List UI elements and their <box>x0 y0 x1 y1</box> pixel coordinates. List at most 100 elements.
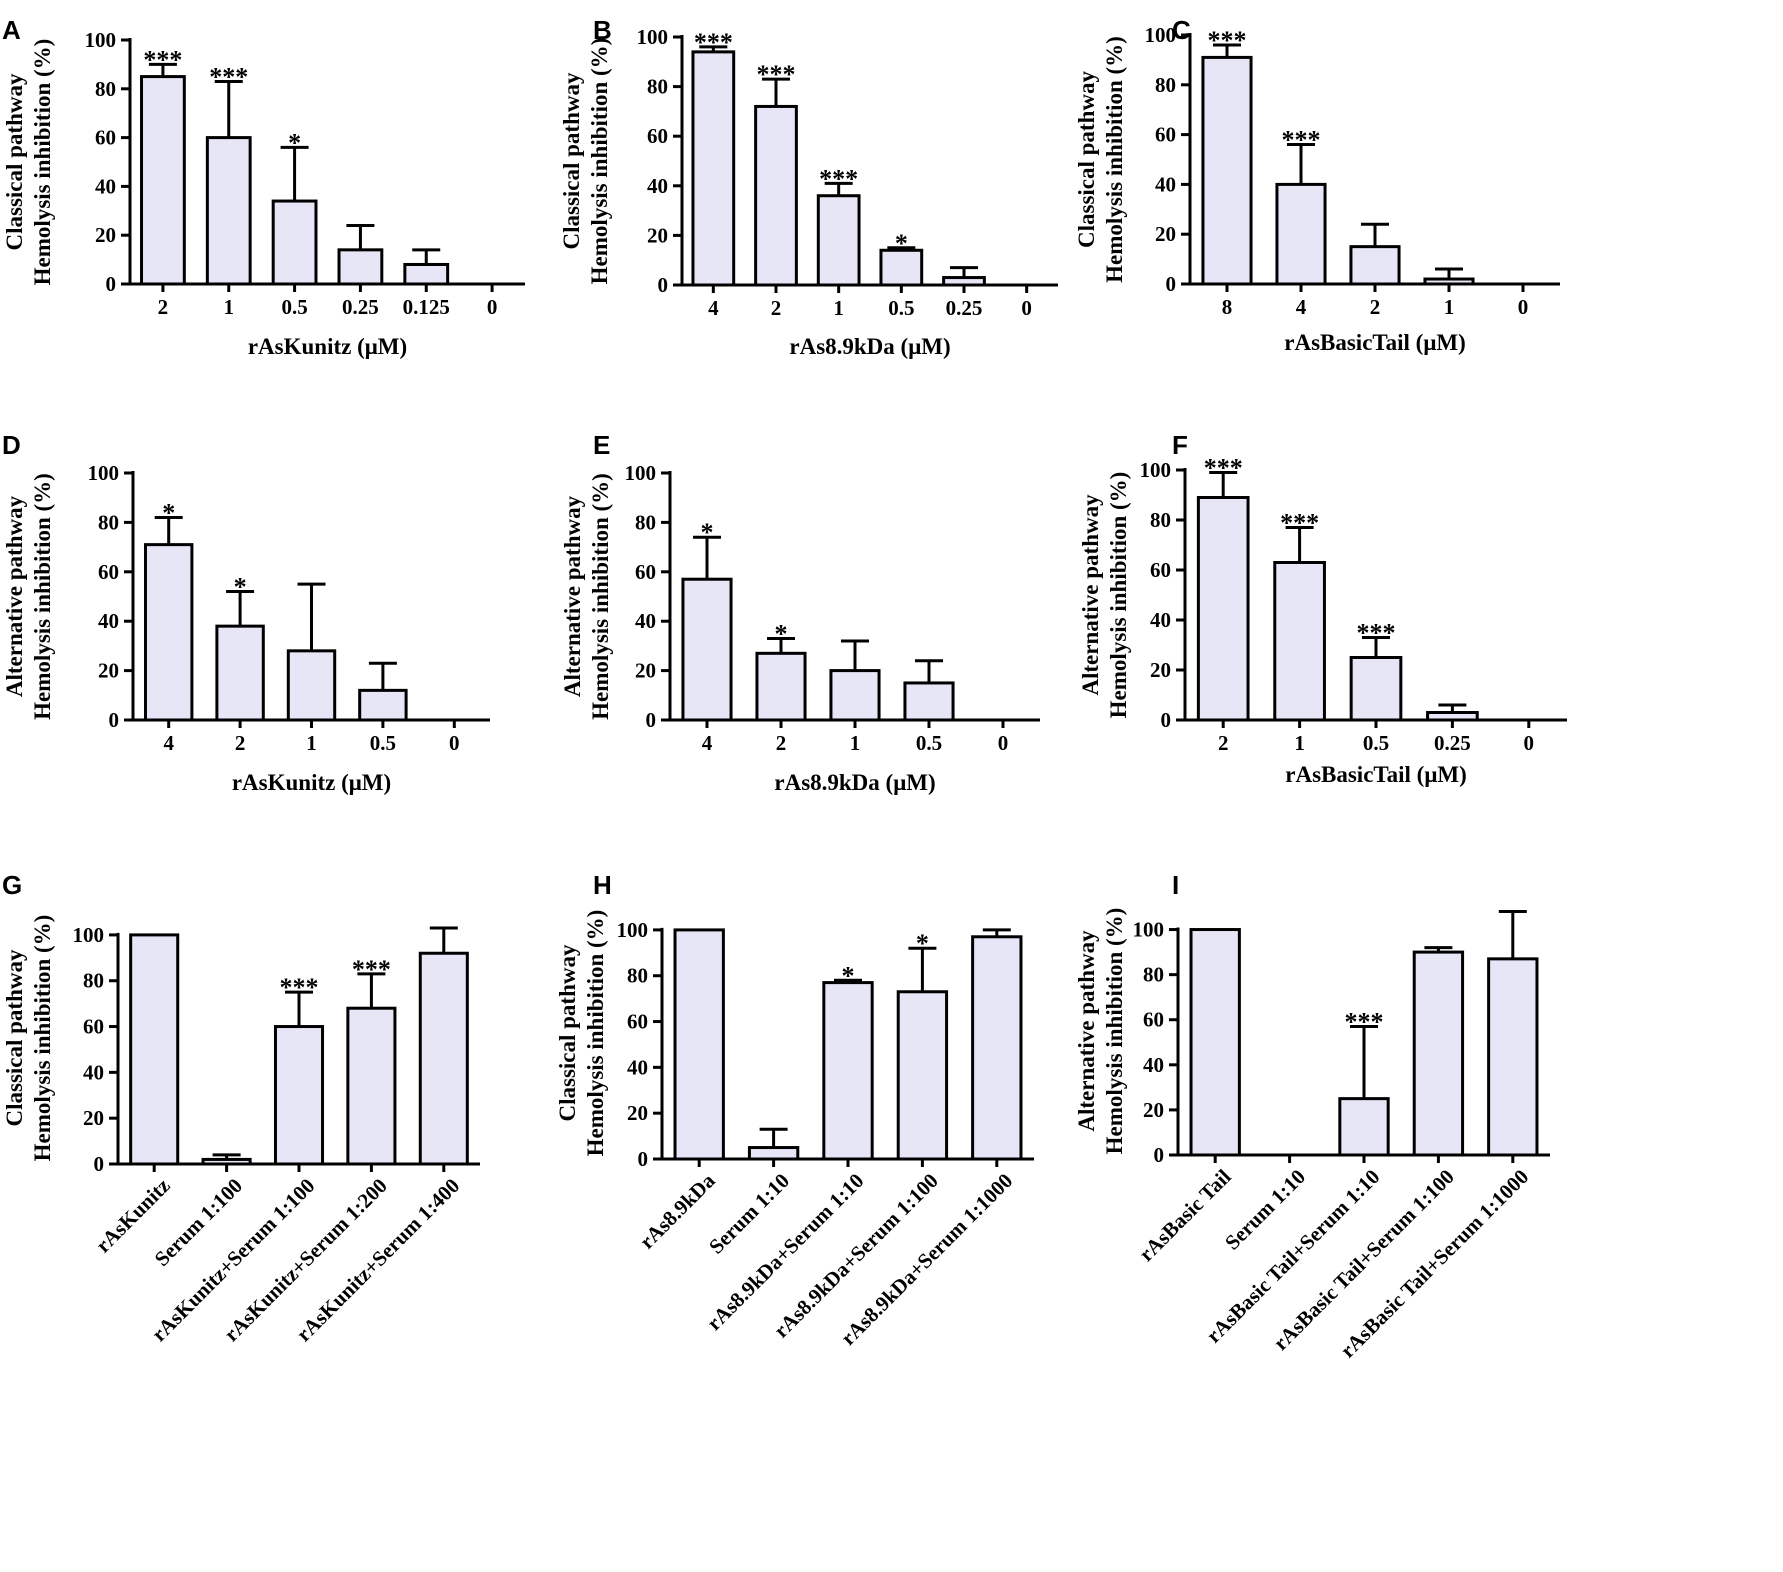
y-axis-title-line: Classical pathway <box>2 73 27 250</box>
chart-panel-h: H 0 20 40 60 80 100 Classical pathway Hemolysis … <box>555 870 1034 1350</box>
y-tick-label: 40 <box>83 1060 104 1084</box>
y-tick-label: 0 <box>658 273 669 297</box>
y-tick-label: 100 <box>625 461 657 485</box>
significance-marker: *** <box>143 45 182 74</box>
y-tick-label: 0 <box>106 272 117 296</box>
y-tick-label: 60 <box>647 124 668 148</box>
y-axis-title-line: Hemolysis inhibition (%) <box>1102 36 1127 283</box>
bar <box>205 136 252 286</box>
y-axis-title-line: Hemolysis inhibition (%) <box>1102 908 1127 1155</box>
y-axis-title-line: Hemolysis inhibition (%) <box>30 39 55 286</box>
y-axis-title-line: Alternative pathway <box>2 495 27 697</box>
bar <box>1349 656 1403 722</box>
significance-marker: *** <box>1345 1007 1384 1036</box>
y-axis-title: Classical pathway Hemolysis inhibition (%… <box>559 38 612 285</box>
significance-marker: * <box>916 929 929 958</box>
x-tick-label: 1 <box>224 295 235 319</box>
y-tick-label: 40 <box>627 1055 648 1079</box>
x-tick-label: 8 <box>1222 295 1233 319</box>
y-tick-label: 20 <box>1155 222 1176 246</box>
chart-panel-g: G 0 20 40 60 80 100 Classical pathway Hemolysis … <box>2 870 480 1346</box>
significance-marker: *** <box>819 164 858 193</box>
y-tick-label: 60 <box>1150 558 1171 582</box>
bar <box>747 1146 800 1161</box>
x-tick-label: 4 <box>163 731 174 755</box>
x-tick-label: 4 <box>1296 295 1307 319</box>
significance-marker: * <box>842 961 855 990</box>
bar <box>822 981 874 1161</box>
y-axis-title: Alternative pathway Hemolysis inhibition … <box>1078 472 1131 719</box>
x-tick-label: 2 <box>771 296 782 320</box>
x-tick-label: 0 <box>487 295 498 319</box>
y-axis-title: Classical pathway Hemolysis inhibition (%… <box>2 915 55 1162</box>
bar <box>273 1025 325 1166</box>
bar <box>1423 277 1475 286</box>
y-tick-label: 80 <box>1155 73 1176 97</box>
significance-marker: *** <box>1282 126 1321 155</box>
significance-marker: *** <box>757 60 796 89</box>
y-axis-title-line: Alternative pathway <box>1078 494 1103 696</box>
y-tick-label: 0 <box>638 1147 649 1171</box>
panel-letter-i: I <box>1172 870 1179 900</box>
x-axis-title: rAsBasicTail (μM) <box>1285 762 1466 787</box>
y-axis-title-line: Alternative pathway <box>1074 930 1099 1132</box>
y-tick-label: 60 <box>1155 123 1176 147</box>
y-tick-label: 60 <box>635 560 656 584</box>
x-tick-label: 0.25 <box>342 295 379 319</box>
x-axis-title: rAs8.9kDa (μM) <box>774 770 935 795</box>
x-tick-label: 0 <box>1021 296 1032 320</box>
y-tick-label: 20 <box>98 659 119 683</box>
bar <box>896 990 949 1161</box>
x-tick-label: 2 <box>158 295 169 319</box>
significance-marker: * <box>775 619 788 648</box>
bar <box>129 933 180 1166</box>
x-tick-label: 1 <box>1294 731 1305 755</box>
panel-letter-h: H <box>593 870 612 900</box>
significance-marker: * <box>895 229 908 258</box>
y-tick-label: 80 <box>95 77 116 101</box>
y-tick-label: 60 <box>627 1010 648 1034</box>
bar <box>286 649 337 722</box>
y-axis-title-line: Hemolysis inhibition (%) <box>587 38 612 285</box>
bar <box>201 1157 252 1166</box>
bar <box>754 104 798 287</box>
x-tick-label: 0 <box>998 731 1009 755</box>
x-axis-title: rAsKunitz (μM) <box>232 770 391 795</box>
y-axis-title-line: Alternative pathway <box>560 495 585 697</box>
x-tick-label: 1 <box>306 731 317 755</box>
bar <box>358 688 408 722</box>
bar <box>1201 55 1253 286</box>
bar <box>673 928 725 1161</box>
y-axis-title: Alternative pathway Hemolysis inhibition … <box>2 473 55 720</box>
y-tick-label: 100 <box>1140 458 1172 482</box>
y-tick-label: 0 <box>1161 708 1172 732</box>
y-tick-label: 40 <box>1150 608 1171 632</box>
y-tick-label: 100 <box>1145 23 1177 47</box>
x-tick-label: 2 <box>1370 295 1381 319</box>
y-tick-label: 40 <box>1155 172 1176 196</box>
x-tick-label: 0 <box>1518 295 1529 319</box>
y-tick-label: 20 <box>1150 658 1171 682</box>
bar <box>1349 245 1401 286</box>
y-axis-title: Classical pathway Hemolysis inhibition (%… <box>1074 36 1127 283</box>
y-axis-title: Classical pathway Hemolysis inhibition (%… <box>2 39 55 286</box>
x-tick-label: 0.5 <box>888 296 914 320</box>
panel-letter-d: D <box>2 430 21 460</box>
bar <box>1487 957 1539 1157</box>
bar <box>816 194 861 287</box>
y-tick-label: 100 <box>73 923 105 947</box>
y-axis-title-line: Hemolysis inhibition (%) <box>588 473 613 720</box>
bar <box>1412 950 1465 1157</box>
x-axis-title: rAs8.9kDa (μM) <box>789 334 950 359</box>
y-tick-label: 80 <box>647 75 668 99</box>
y-tick-label: 20 <box>647 223 668 247</box>
x-tick-label: 4 <box>702 731 713 755</box>
y-tick-label: 60 <box>95 126 116 150</box>
x-tick-label: 1 <box>850 731 861 755</box>
